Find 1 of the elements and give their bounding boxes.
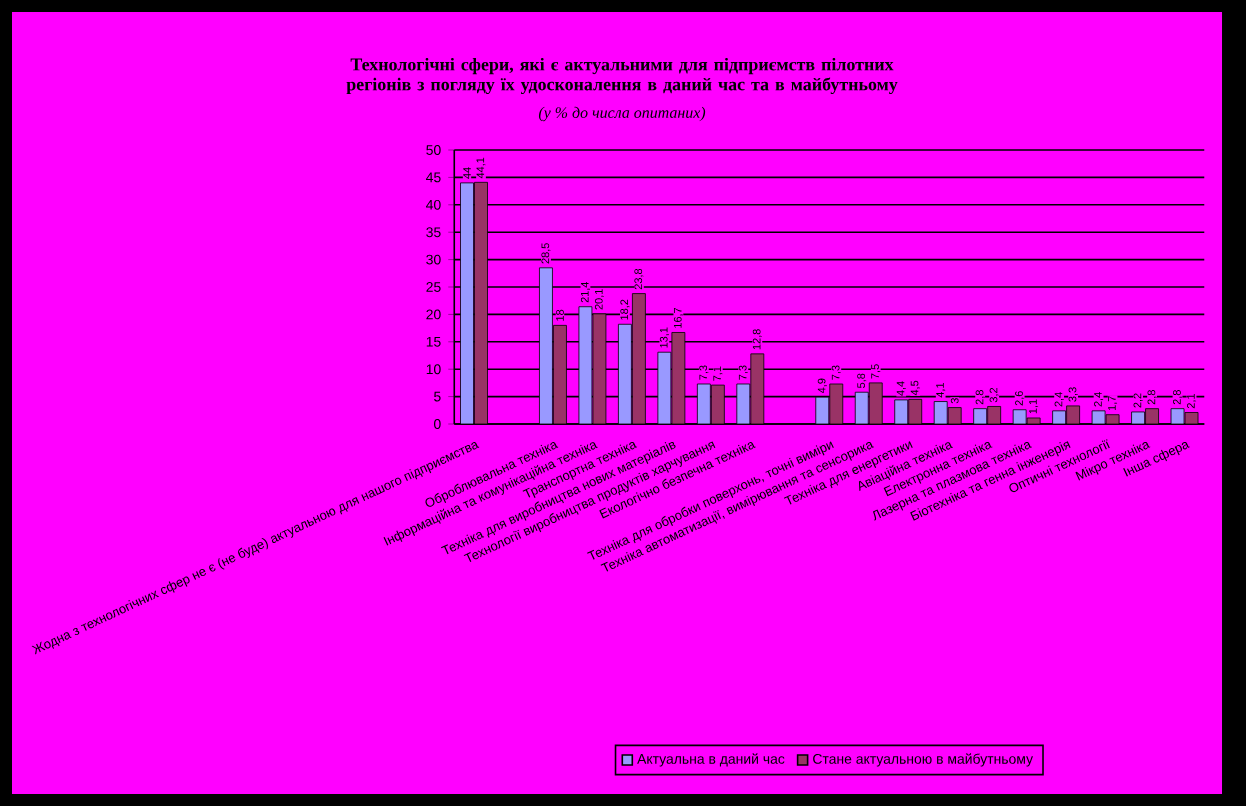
chart-title: Технологічні сфери, які є актуальними для підприємств пілотних регіонів з погляду їх удосконалення в даний час та в майбутньому [346,57,898,95]
